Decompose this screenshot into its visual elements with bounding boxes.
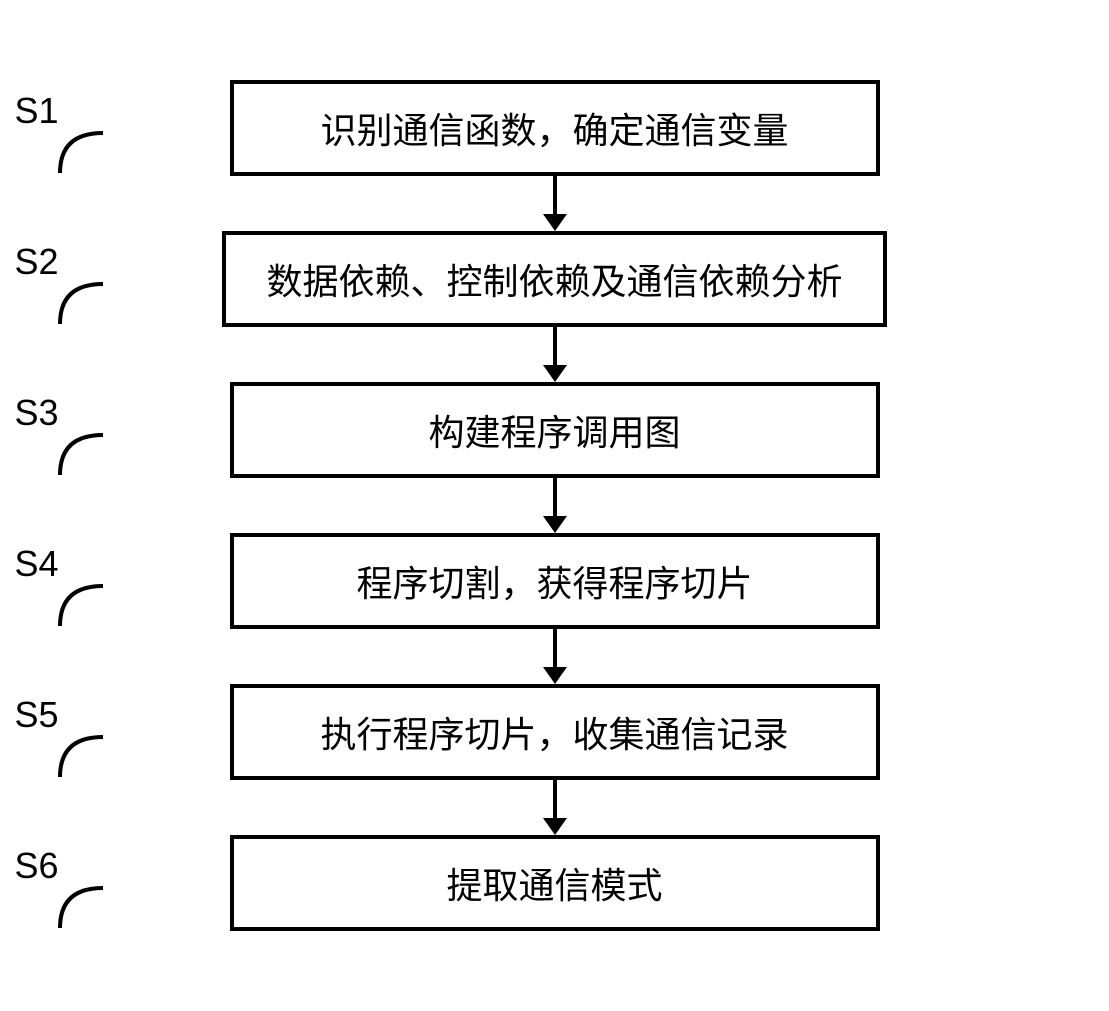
step-label: S6	[15, 845, 59, 887]
step-label: S3	[15, 392, 59, 434]
step-box: 构建程序调用图	[230, 382, 880, 478]
label-connector-icon	[55, 732, 105, 782]
label-connector-icon	[55, 279, 105, 329]
step-text: 构建程序调用图	[428, 413, 680, 453]
flowchart-container: S1 识别通信函数，确定通信变量 S2 数据依赖、控制依赖及通信依赖分析 S3 …	[105, 80, 1005, 931]
step-text: 数据依赖、控制依赖及通信依赖分析	[266, 262, 842, 302]
label-connector-icon	[55, 883, 105, 933]
step-text: 提取通信模式	[446, 866, 662, 906]
step-text: 执行程序切片，收集通信记录	[320, 715, 788, 755]
step-box: 识别通信函数，确定通信变量	[230, 80, 880, 176]
step-box: 程序切割，获得程序切片	[230, 533, 880, 629]
step-container: S1 识别通信函数，确定通信变量	[105, 80, 1005, 176]
step-text: 识别通信函数，确定通信变量	[320, 111, 788, 151]
label-connector-icon	[55, 430, 105, 480]
label-connector-icon	[55, 581, 105, 631]
step-label: S1	[15, 90, 59, 132]
arrow-icon	[105, 629, 1005, 684]
step-container: S2 数据依赖、控制依赖及通信依赖分析	[105, 231, 1005, 327]
step-container: S5 执行程序切片，收集通信记录	[105, 684, 1005, 780]
label-connector-icon	[55, 128, 105, 178]
step-box: 执行程序切片，收集通信记录	[230, 684, 880, 780]
step-label: S2	[15, 241, 59, 283]
step-box: 数据依赖、控制依赖及通信依赖分析	[222, 231, 886, 327]
step-container: S6 提取通信模式	[105, 835, 1005, 931]
arrow-icon	[105, 478, 1005, 533]
step-text: 程序切割，获得程序切片	[356, 564, 752, 604]
step-box: 提取通信模式	[230, 835, 880, 931]
step-container: S4 程序切割，获得程序切片	[105, 533, 1005, 629]
step-label: S4	[15, 543, 59, 585]
arrow-icon	[105, 780, 1005, 835]
step-label: S5	[15, 694, 59, 736]
arrow-icon	[105, 176, 1005, 231]
arrow-icon	[105, 327, 1005, 382]
step-container: S3 构建程序调用图	[105, 382, 1005, 478]
